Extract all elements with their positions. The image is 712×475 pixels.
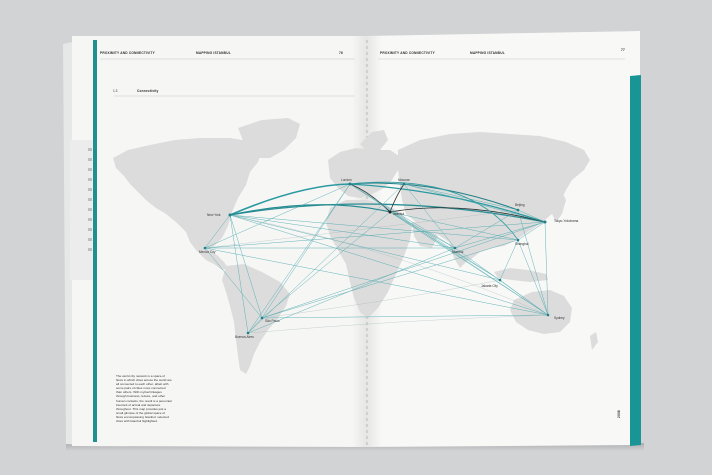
dot-new-york	[228, 213, 232, 217]
indonesia	[494, 268, 548, 282]
route-london-beijing	[349, 182, 519, 211]
dot-beijing	[516, 208, 520, 212]
label-buenos-aires: Buenos Aires	[235, 335, 254, 339]
route-mesh	[204, 183, 549, 334]
greenland	[238, 118, 300, 158]
dot-sao-paulo	[260, 316, 264, 320]
route-ny-london	[229, 183, 351, 216]
city-markers	[203, 182, 550, 335]
route-moscow-istanbul	[389, 183, 405, 213]
dot-tokyo	[543, 220, 547, 224]
label-london: London	[341, 178, 352, 182]
route-london-istanbul	[349, 183, 391, 213]
world-map	[113, 118, 598, 374]
left-header-left: PROXIMITY AND CONNECTIVITY	[100, 51, 155, 55]
label-mumbai: Mumbai	[452, 250, 464, 254]
north-america	[113, 138, 262, 254]
new-zealand	[590, 332, 598, 350]
map-caption: The world city network is a space of flo…	[116, 374, 172, 424]
label-sao-paulo: São Paulo	[265, 319, 280, 323]
label-mexico-city: Mexico City	[199, 250, 216, 254]
dot-moscow	[402, 182, 406, 186]
route-mesh-faint	[204, 209, 549, 334]
route-ny-tokyo	[229, 203, 546, 223]
right-page-number: 77	[621, 48, 625, 52]
dot-buenos-aires	[246, 331, 250, 335]
dot-london	[348, 182, 352, 186]
label-new-york: New York	[207, 213, 221, 217]
right-header-left: PROXIMITY AND CONNECTIVITY	[380, 51, 435, 55]
dot-shanghai	[516, 238, 520, 242]
africa	[326, 200, 412, 318]
label-tokyo: Tokyo-Yokohama	[554, 219, 579, 223]
dot-sydney	[546, 313, 550, 317]
dot-mumbai	[453, 246, 457, 250]
label-istanbul: Istanbul	[393, 212, 405, 216]
dot-jakarta	[498, 278, 502, 282]
label-shanghai: Shanghai	[515, 242, 529, 246]
section-title: Connectivity	[137, 89, 159, 93]
left-teal-edge	[93, 40, 97, 442]
right-side-mark: 2008	[617, 410, 621, 418]
label-beijing: Beijing	[515, 203, 525, 207]
right-teal-tab	[630, 75, 641, 446]
scandinavia	[360, 130, 388, 152]
label-sydney: Sydney	[554, 316, 565, 320]
label-jakarta: Jakarta City	[481, 284, 498, 288]
japan	[552, 192, 566, 222]
central-america	[198, 250, 228, 270]
left-page-number: 76	[339, 51, 343, 55]
section-number: 1.3	[113, 89, 118, 93]
south-america	[222, 264, 290, 374]
asia	[398, 132, 590, 260]
label-moscow: Moscow	[398, 178, 410, 182]
right-header-right: MAPPING ISTANBUL	[470, 51, 505, 55]
route-istanbul-tokyo	[389, 207, 546, 223]
dot-mexico-city	[203, 246, 207, 250]
route-network	[204, 181, 549, 334]
underpage-glyphs	[88, 148, 92, 251]
dot-istanbul	[388, 210, 392, 214]
left-header-right: MAPPING ISTANBUL	[196, 51, 231, 55]
route-ny-istanbul	[229, 204, 391, 216]
route-london-tokyo	[349, 183, 546, 223]
